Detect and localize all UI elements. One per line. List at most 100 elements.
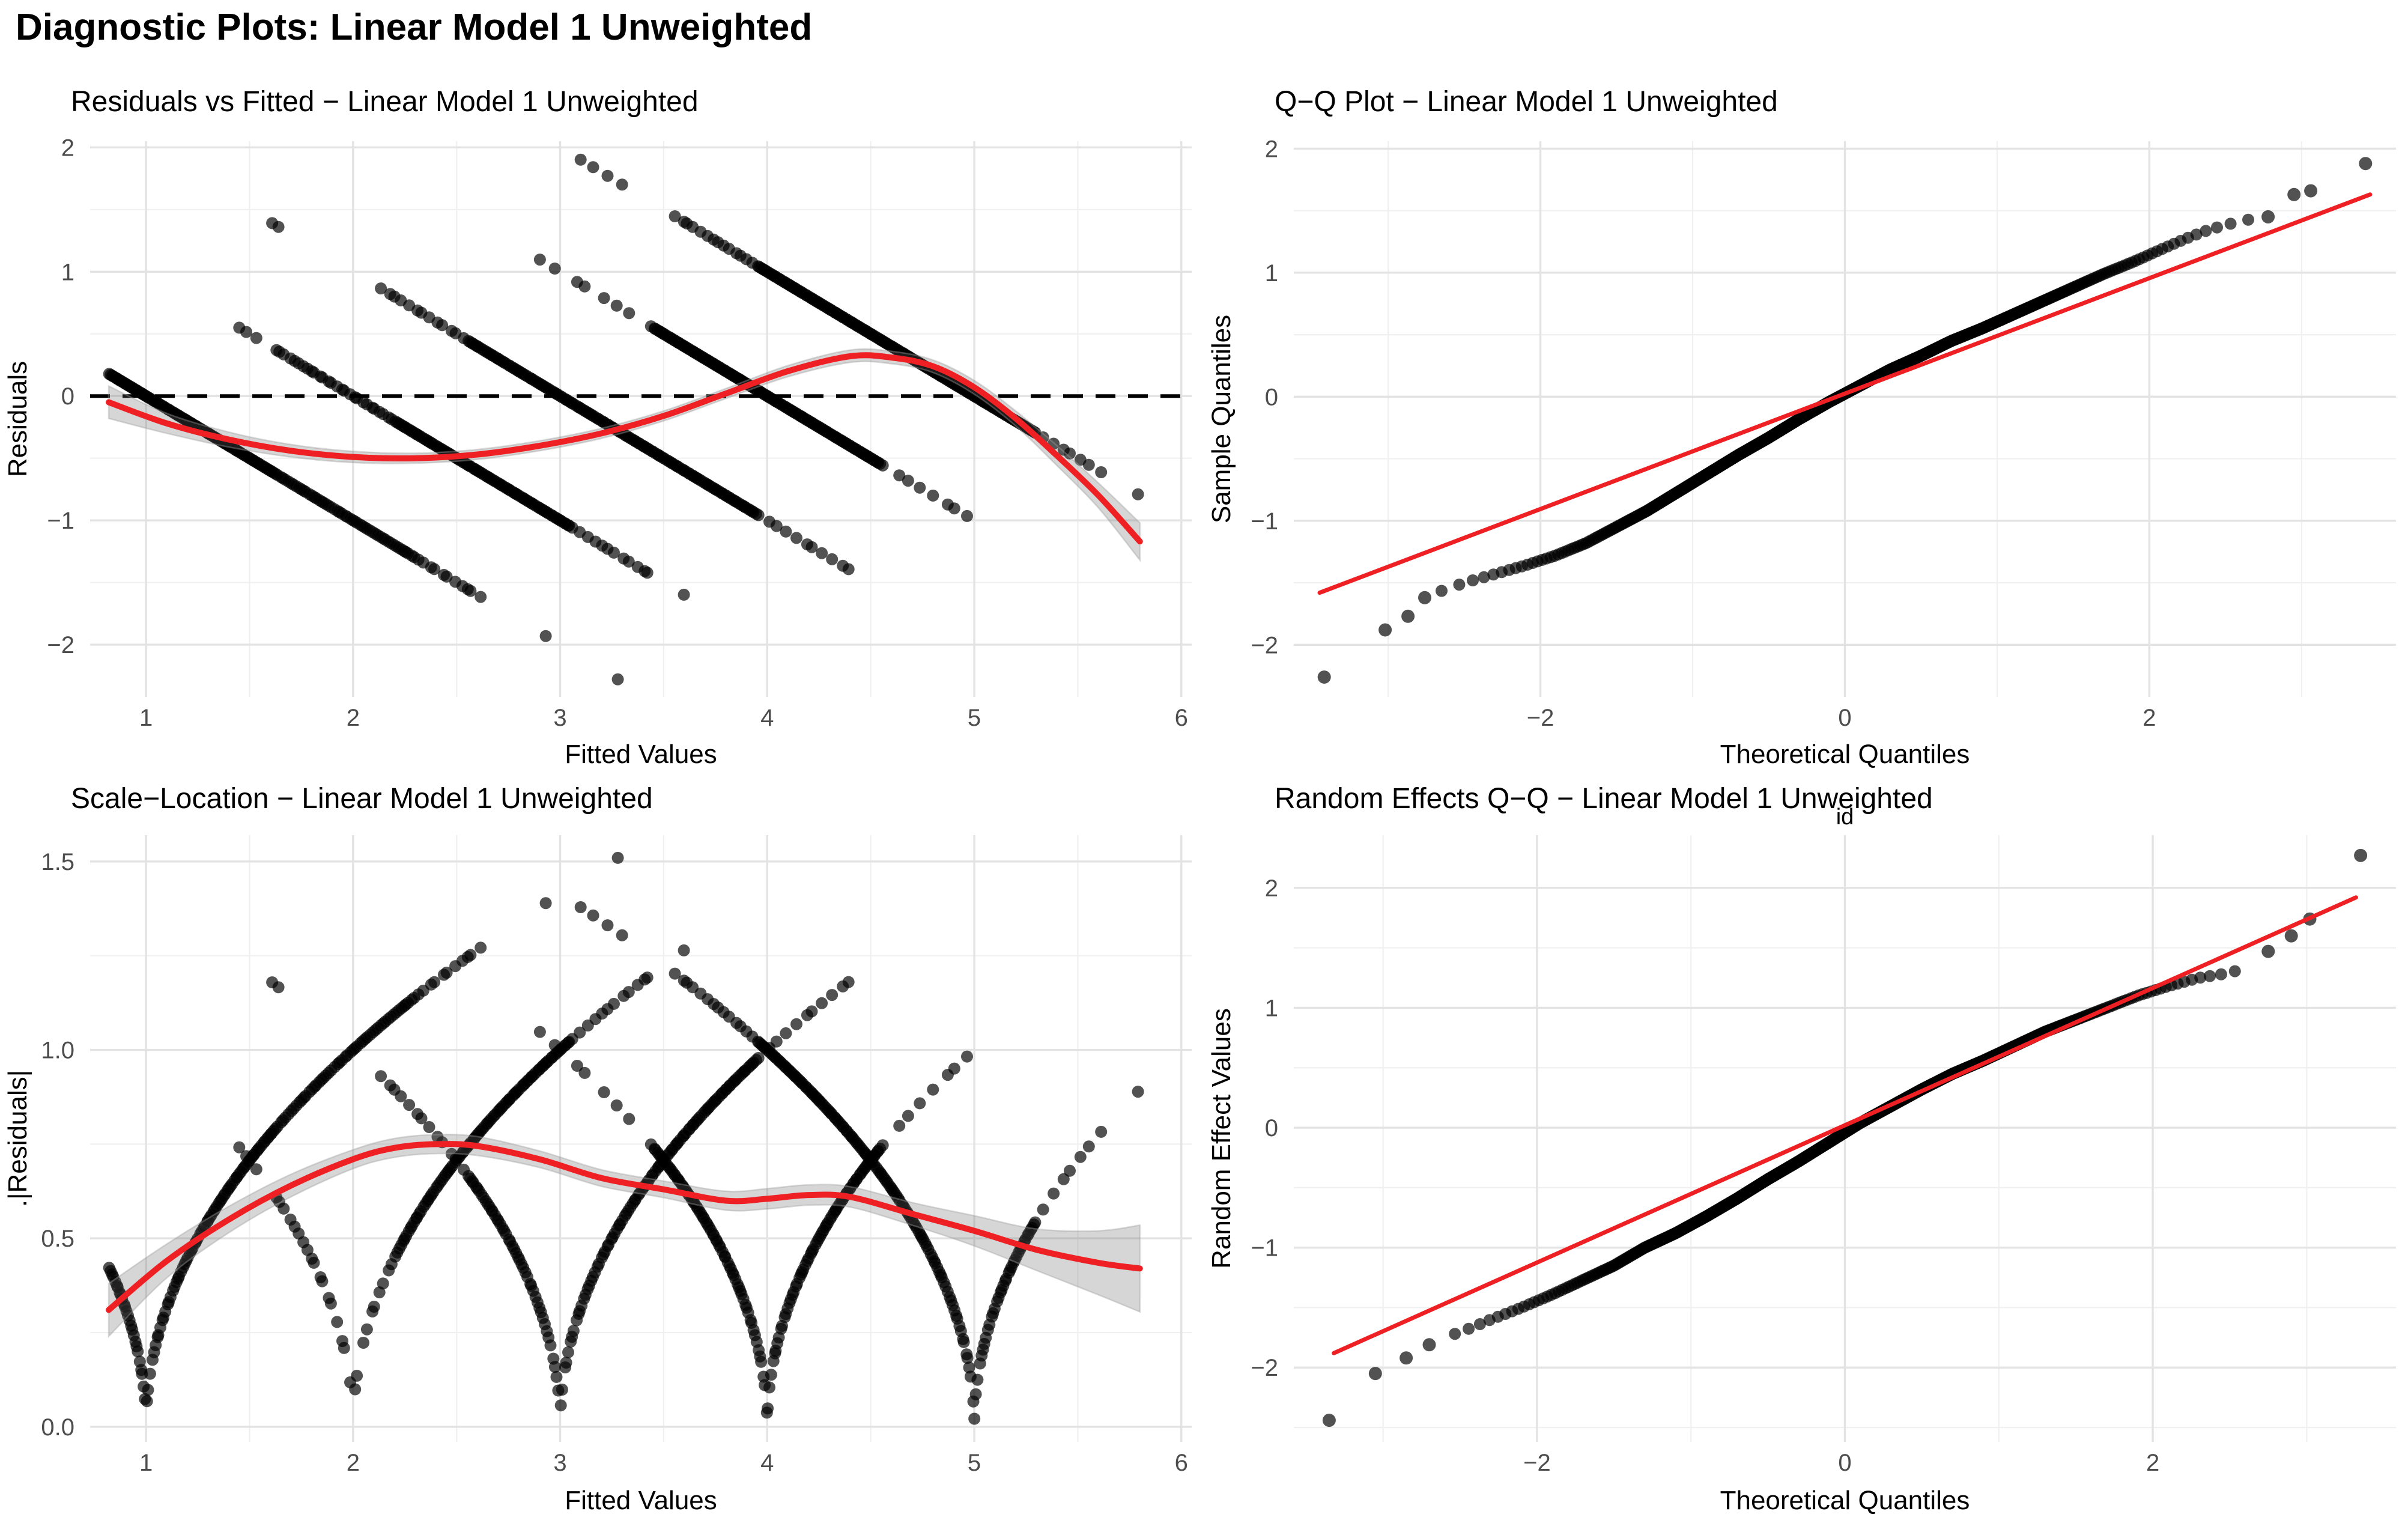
y-tick-label: 2 [61,135,74,161]
data-point [816,547,828,559]
panel-qq-plot: Q−Q Plot − Linear Model 1 Unweighted −2 0 2… [1204,54,2408,769]
data-point [957,1336,970,1348]
y-tick-label: −2 [1251,632,1278,658]
data-point [395,1090,407,1102]
data-point [2211,221,2223,234]
data-point [548,263,561,275]
grid-major [90,835,1192,1442]
data-point [562,1346,574,1358]
data-point [678,588,690,601]
data-point [963,1361,975,1374]
scatter-points [1317,157,2373,684]
data-point [1467,574,1479,586]
x-tick-label: 5 [968,1450,981,1476]
y-tick-label: 0.5 [41,1226,74,1252]
data-point [641,567,654,579]
x-tick-label: 6 [1175,1450,1188,1476]
data-point [316,1275,329,1287]
data-point [770,520,783,532]
y-tick-label: 1 [61,259,74,285]
panel-text: Residuals vs Fitted − Linear Model 1 Unw… [3,86,1188,769]
y-tick-label: 0 [1265,384,1278,410]
data-point [902,1110,914,1122]
data-point [571,1060,583,1072]
data-point [272,220,285,233]
data-point [610,1099,623,1111]
data-point [141,1395,153,1408]
data-point [598,292,610,305]
data-point [948,1062,960,1075]
data-point [357,1337,369,1349]
panel-title: Scale−Location − Linear Model 1 Unweight… [71,783,653,815]
data-point [233,1141,246,1154]
x-tick-label: 2 [2143,705,2156,731]
data-point [1463,1322,1475,1335]
data-point [250,332,262,344]
x-tick-label: 3 [553,705,566,731]
data-point [669,210,681,222]
data-point [1473,1318,1486,1330]
x-tick-label: 1 [139,705,153,731]
plots-grid: Residuals vs Fitted − Linear Model 1 Unw… [0,54,2408,1535]
data-point [1064,447,1076,460]
data-point [475,941,487,954]
data-point [415,1112,428,1125]
data-point [969,1388,982,1400]
data-point [2190,228,2203,241]
qq-plot-chart: Q−Q Plot − Linear Model 1 Unweighted −2 0 2… [1204,54,2408,769]
grid-minor [90,141,1192,697]
y-axis-title: Sample Quantiles [1207,315,1236,523]
data-point [449,1153,462,1166]
data-point [250,1163,262,1176]
panel-scale-location: Scale−Location − Linear Model 1 Unweight… [0,769,1204,1535]
data-point [914,1097,926,1110]
qq-reference-line [1317,192,2373,595]
facet-strip-label: id [1836,804,1854,830]
data-point [842,976,855,988]
data-point [611,673,624,685]
data-point [805,541,818,553]
data-point [428,563,441,576]
panel-title: Random Effects Q−Q − Linear Model 1 Unwe… [1275,783,1933,815]
panel-title: Q−Q Plot − Linear Model 1 Unweighted [1275,86,1778,118]
x-tick-label: 0 [1838,1450,1851,1476]
data-point [331,1316,344,1328]
panel-residuals-vs-fitted: Residuals vs Fitted − Linear Model 1 Unw… [0,54,1204,769]
data-point [623,1113,635,1125]
data-point [601,169,614,182]
data-point [567,1325,580,1337]
data-point [2228,965,2241,977]
data-point [375,1070,387,1083]
x-tick-label: −2 [1523,1450,1551,1476]
data-point [324,1297,337,1310]
data-point [1400,1351,1413,1365]
x-tick-label: 2 [2146,1450,2159,1476]
panel-text: Scale−Location − Linear Model 1 Unweight… [3,783,1188,1515]
data-point [428,976,441,988]
panel-random-effects-qq: Random Effects Q−Q − Linear Model 1 Unwe… [1204,769,2408,1535]
data-point [349,1383,362,1396]
x-axis-title: Fitted Values [565,1486,717,1515]
x-tick-label: 5 [968,705,981,731]
data-point [790,532,802,544]
data-point [610,299,623,312]
data-point [440,570,453,583]
scatter-points [103,851,1144,1425]
data-point [1478,571,1490,583]
data-point [368,1301,380,1313]
confidence-ribbon [108,1134,1141,1339]
data-point [968,1412,981,1425]
data-point [1436,585,1448,597]
y-tick-label: 2 [1265,875,1278,902]
data-point [560,1357,572,1369]
data-point [876,459,889,472]
data-point [1422,1338,1436,1352]
x-tick-label: 2 [347,1450,360,1476]
data-point [144,1367,156,1380]
data-point [2261,210,2275,223]
data-point [780,525,792,538]
data-point [914,481,926,494]
data-point [539,897,552,910]
y-tick-label: −1 [1251,508,1278,535]
